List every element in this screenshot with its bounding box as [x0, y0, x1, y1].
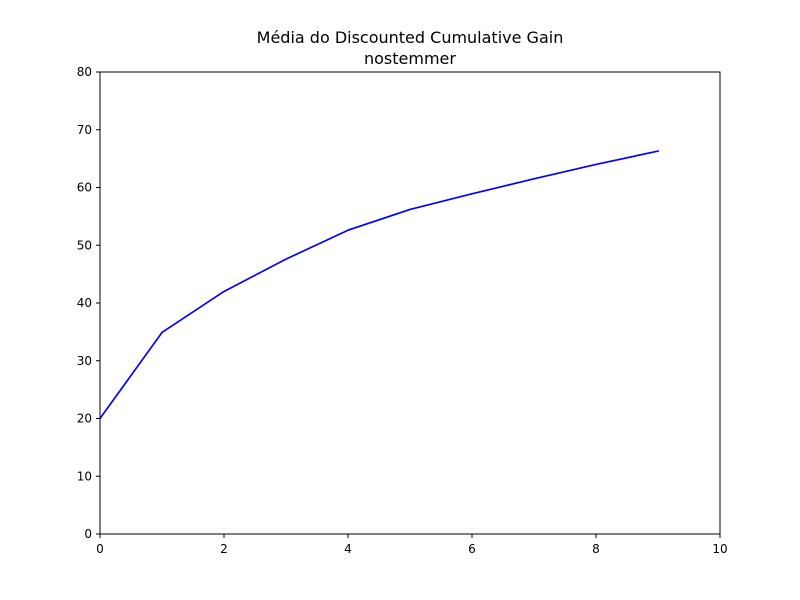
y-tick-label: 10: [77, 469, 92, 483]
y-axis: 0 10 20 30 40 50 60 70 80: [77, 65, 100, 541]
y-tick-label: 60: [77, 181, 92, 195]
x-tick-label: 4: [344, 542, 352, 556]
y-tick-label: 70: [77, 123, 92, 137]
plot-area: [98, 150, 660, 420]
x-tick-label: 6: [468, 542, 476, 556]
chart-title: Média do Discounted Cumulative Gain: [257, 28, 564, 47]
y-tick-label: 0: [84, 527, 92, 541]
y-tick-label: 20: [77, 412, 92, 426]
series-line: [98, 150, 660, 420]
y-tick-label: 30: [77, 354, 92, 368]
x-tick-label: 0: [96, 542, 104, 556]
chart-subtitle: nostemmer: [364, 49, 456, 68]
x-tick-label: 10: [712, 542, 727, 556]
axes-frame: [99, 71, 721, 535]
x-tick-label: 8: [592, 542, 600, 556]
x-axis: 0 2 4 6 8 10: [96, 534, 728, 556]
y-tick-label: 80: [77, 65, 92, 79]
y-tick-label: 50: [77, 238, 92, 252]
x-tick-label: 2: [220, 542, 228, 556]
y-tick-label: 40: [77, 296, 92, 310]
